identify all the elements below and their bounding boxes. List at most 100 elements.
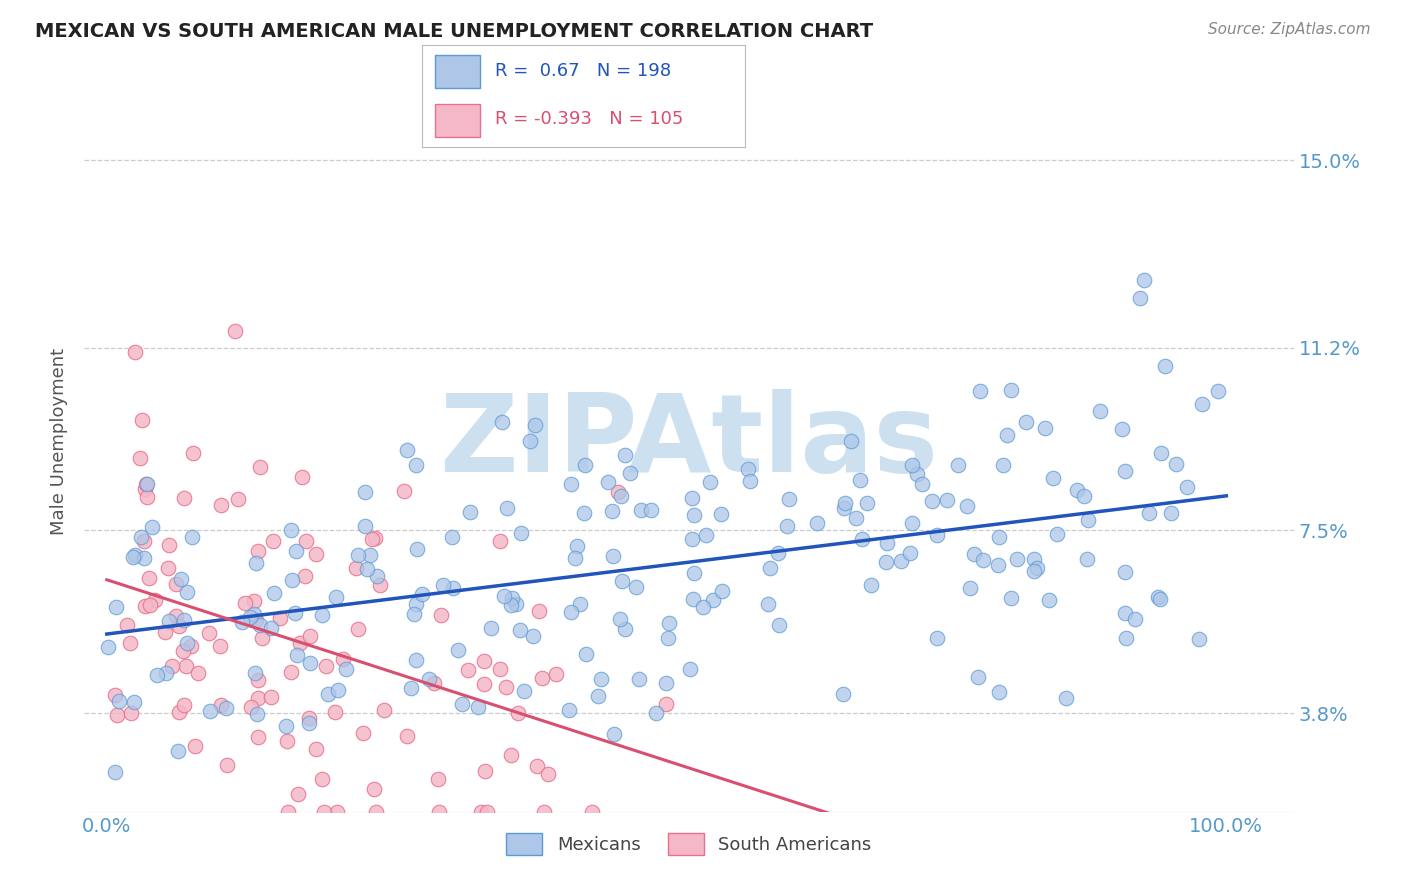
Point xyxy=(1042,471,1064,485)
Point xyxy=(492,589,515,603)
Point xyxy=(405,458,427,472)
Point xyxy=(247,691,270,706)
Point xyxy=(711,584,734,599)
Point xyxy=(249,460,271,475)
Point xyxy=(260,621,283,635)
Point xyxy=(768,546,790,560)
Point xyxy=(104,765,127,780)
Point xyxy=(574,458,596,472)
Point xyxy=(472,677,495,691)
Point xyxy=(325,805,347,819)
Text: Source: ZipAtlas.com: Source: ZipAtlas.com xyxy=(1208,22,1371,37)
Point xyxy=(276,734,298,748)
Point xyxy=(987,558,1010,573)
Point xyxy=(759,560,782,574)
Point xyxy=(558,703,581,717)
Point xyxy=(450,697,472,711)
Point xyxy=(848,473,870,487)
Point xyxy=(1111,422,1133,436)
Point xyxy=(612,574,634,588)
Point xyxy=(505,597,527,611)
Point xyxy=(1114,464,1136,478)
Point xyxy=(995,428,1018,442)
Point xyxy=(174,659,197,673)
Point xyxy=(1025,561,1047,575)
Point xyxy=(851,533,873,547)
Point xyxy=(474,764,496,779)
Point xyxy=(396,443,419,458)
Point xyxy=(1066,483,1088,498)
Point xyxy=(658,615,681,630)
Point xyxy=(1046,527,1069,541)
Point xyxy=(447,642,470,657)
Point xyxy=(695,527,717,541)
Point xyxy=(172,644,194,658)
Point xyxy=(242,607,264,621)
Point xyxy=(326,682,349,697)
Point xyxy=(392,484,415,499)
Point xyxy=(323,706,346,720)
Point xyxy=(305,742,328,756)
Point xyxy=(129,530,152,544)
Point xyxy=(180,639,202,653)
Point xyxy=(134,534,156,549)
Text: R =  0.67   N = 198: R = 0.67 N = 198 xyxy=(495,62,671,79)
Point xyxy=(831,687,853,701)
Point xyxy=(948,458,970,472)
Point xyxy=(682,508,704,522)
Point xyxy=(533,805,555,819)
Point xyxy=(411,587,433,601)
Point xyxy=(640,503,662,517)
Point xyxy=(162,659,184,673)
Point xyxy=(890,554,912,568)
Point xyxy=(1133,273,1156,287)
Point xyxy=(215,701,238,715)
Point xyxy=(628,672,651,686)
Point xyxy=(1160,506,1182,520)
Point xyxy=(856,495,879,509)
Point xyxy=(167,744,190,758)
Point xyxy=(418,672,440,686)
Point xyxy=(1129,291,1152,305)
Point xyxy=(778,492,800,507)
Point xyxy=(768,618,790,632)
Point xyxy=(655,676,678,690)
Point xyxy=(259,690,281,705)
Point xyxy=(294,568,316,582)
Point xyxy=(298,711,321,725)
Point xyxy=(567,539,589,553)
Point xyxy=(363,781,385,796)
Point xyxy=(121,550,143,565)
Point xyxy=(564,551,586,566)
Point xyxy=(269,611,291,625)
Point xyxy=(591,672,613,686)
Point xyxy=(710,507,733,521)
FancyBboxPatch shape xyxy=(434,104,479,137)
Point xyxy=(139,598,162,612)
Point xyxy=(458,505,481,519)
Legend: Mexicans, South Americans: Mexicans, South Americans xyxy=(499,825,879,862)
Point xyxy=(488,662,510,676)
Point xyxy=(441,531,464,545)
Point xyxy=(921,494,943,508)
Point xyxy=(143,593,166,607)
Point xyxy=(239,610,262,624)
Point xyxy=(475,805,498,819)
Point xyxy=(657,631,679,645)
Point xyxy=(346,549,368,563)
Point xyxy=(1149,591,1171,606)
Point xyxy=(405,653,427,667)
Point xyxy=(249,618,271,632)
Point xyxy=(489,534,512,549)
Point xyxy=(499,747,522,762)
Point xyxy=(124,548,146,562)
Point xyxy=(167,705,190,719)
Point xyxy=(344,561,367,575)
Point xyxy=(560,477,582,491)
Point xyxy=(247,544,270,558)
Point xyxy=(246,707,269,722)
Point xyxy=(332,652,354,666)
Point xyxy=(1153,359,1175,373)
Y-axis label: Male Unemployment: Male Unemployment xyxy=(49,348,67,535)
Point xyxy=(609,612,631,626)
